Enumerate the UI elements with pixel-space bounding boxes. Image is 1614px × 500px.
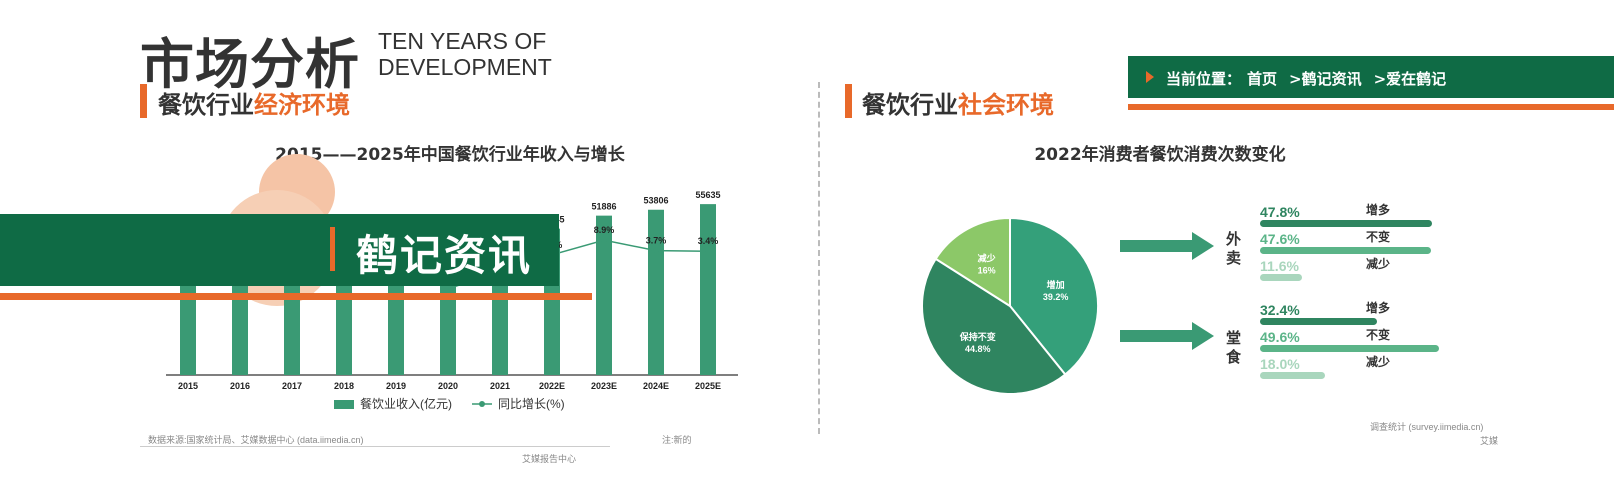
bar-percentage: 47.6%: [1260, 231, 1300, 247]
x-tick-label: 2017: [282, 381, 302, 391]
bar-label: 不变: [1366, 328, 1391, 342]
brand-banner[interactable]: 鹤记资讯: [0, 214, 559, 286]
legend-swatch-point: [479, 401, 485, 407]
breadcrumb-love[interactable]: >爱在鹤记: [1373, 70, 1447, 88]
legend-label: 同比增长(%): [498, 397, 565, 411]
pie-slice-value: 16%: [978, 266, 996, 276]
section-divider: [818, 82, 820, 434]
subtitle-line-1: TEN YEARS OF: [378, 28, 547, 54]
brand-banner-title: 鹤记资讯: [356, 231, 533, 280]
section-marker: [845, 84, 852, 118]
arrows: [1120, 232, 1214, 350]
growth-label: 3.4%: [698, 236, 719, 246]
revenue-chart: 3231020153579920163964420174217620184672…: [166, 190, 738, 411]
page-subtitle: TEN YEARS OF DEVELOPMENT: [378, 28, 552, 80]
left-footer-note: 艾媒报告中心: [522, 454, 577, 464]
legend-label: 餐饮业收入(亿元): [360, 396, 452, 411]
x-tick-label: 2018: [334, 381, 354, 391]
pie-slice-value: 44.8%: [965, 344, 991, 354]
frequency-bar-chart: 47.8% 增多 47.6% 不变 11.6% 减少 32.4% 增多 49.6% 不变 18.0%…: [1260, 203, 1500, 404]
breadcrumb-news[interactable]: >鹤记资讯: [1289, 70, 1362, 88]
play-icon: [1146, 71, 1154, 83]
bar: [648, 209, 664, 375]
arrow-icon: [1120, 322, 1214, 350]
frequency-bar: [1260, 345, 1439, 352]
brand-banner-marker: [330, 227, 335, 271]
bar-label: 增多: [1366, 301, 1391, 315]
bar-value-label: 51886: [591, 202, 616, 212]
frequency-bar: [1260, 220, 1433, 227]
pie-slice-label: 减少: [978, 253, 996, 264]
x-tick-label: 2024E: [643, 381, 669, 391]
left-section-title-highlight: 经济环境: [254, 91, 350, 119]
left-source-note: 数据来源:国家统计局、艾媒数据中心 (data.iimedia.cn): [148, 435, 364, 445]
pie-slice-label: 增加: [1047, 279, 1065, 290]
pie-slice-label: 保持不变: [959, 331, 996, 342]
frequency-bar: [1260, 274, 1302, 281]
bar: [180, 275, 196, 375]
bar-percentage: 49.6%: [1260, 329, 1300, 345]
frequency-bar: [1260, 318, 1377, 325]
breadcrumb-home[interactable]: 首页: [1247, 70, 1278, 88]
x-tick-label: 2023E: [591, 381, 617, 391]
breadcrumb-bar: 当前位置： 首页 >鹤记资讯 >爱在鹤记: [1128, 56, 1614, 98]
bar-label: 减少: [1366, 355, 1391, 369]
frequency-bar: [1260, 372, 1325, 379]
left-section-title: 餐饮行业经济环境: [158, 91, 350, 119]
brand-banner-underline: [0, 293, 592, 300]
breadcrumb-label: 当前位置：: [1166, 70, 1242, 88]
x-tick-label: 2022E: [539, 381, 565, 391]
bar-label: 减少: [1366, 257, 1391, 271]
x-tick-label: 2025E: [695, 381, 721, 391]
left-footer-rule: [140, 446, 610, 447]
bar-percentage: 32.4%: [1260, 302, 1300, 318]
right-section-title: 餐饮行业社会环境: [862, 91, 1054, 119]
group-label-takeout: 外卖: [1226, 231, 1242, 267]
growth-point: [601, 237, 607, 243]
right-source-suffix: 艾媒: [1480, 436, 1499, 446]
growth-point: [653, 248, 659, 254]
right-source-note: 调查统计 (survey.iimedia.cn): [1370, 422, 1484, 432]
bar: [596, 215, 612, 375]
bar-value-label: 55635: [695, 190, 720, 200]
growth-point: [445, 286, 451, 292]
x-tick-label: 2016: [230, 381, 250, 391]
growth-label: 8.9%: [594, 225, 615, 235]
right-section-title-highlight: 社会环境: [958, 91, 1054, 119]
group-label-dine-in: 堂食: [1226, 330, 1242, 366]
pie-slice-value: 39.2%: [1043, 292, 1069, 302]
bar-value-label: 53806: [643, 196, 668, 206]
bar-percentage: 18.0%: [1260, 356, 1300, 372]
bar-percentage: 11.6%: [1260, 258, 1299, 274]
bar-label: 增多: [1366, 203, 1391, 217]
breadcrumb-underline: [1128, 104, 1614, 110]
bar: [232, 265, 248, 375]
x-tick-label: 2019: [386, 381, 406, 391]
frequency-bar: [1260, 247, 1432, 254]
subtitle-line-2: DEVELOPMENT: [378, 54, 552, 80]
left-chart-title: 2015——2025年中国餐饮行业年收入与增长: [275, 145, 625, 165]
right-chart-title: 2022年消费者餐饮消费次数变化: [1034, 145, 1286, 165]
x-tick-label: 2015: [178, 381, 198, 391]
bar-label: 不变: [1366, 230, 1391, 244]
growth-label: 3.7%: [646, 236, 667, 246]
bar-percentage: 47.8%: [1260, 204, 1300, 220]
left-note: 注:新的: [662, 435, 692, 445]
pie-slice: [921, 257, 1067, 395]
pie-slice: [934, 216, 1011, 308]
x-tick-label: 2021: [490, 381, 510, 391]
x-tick-label: 2020: [438, 381, 458, 391]
arrow-icon: [1120, 232, 1214, 260]
pie-slice: [1009, 216, 1099, 376]
section-marker: [140, 84, 147, 118]
bar: [700, 204, 716, 375]
growth-point: [705, 248, 711, 254]
breadcrumb: 当前位置： 首页 >鹤记资讯 >爱在鹤记: [1166, 68, 1452, 89]
legend-swatch-bar: [334, 400, 354, 409]
consumption-pie-chart: 增加 39.2% 保持不变 44.8% 减少 16%: [921, 216, 1099, 395]
page-title: 市场分析: [140, 33, 360, 96]
